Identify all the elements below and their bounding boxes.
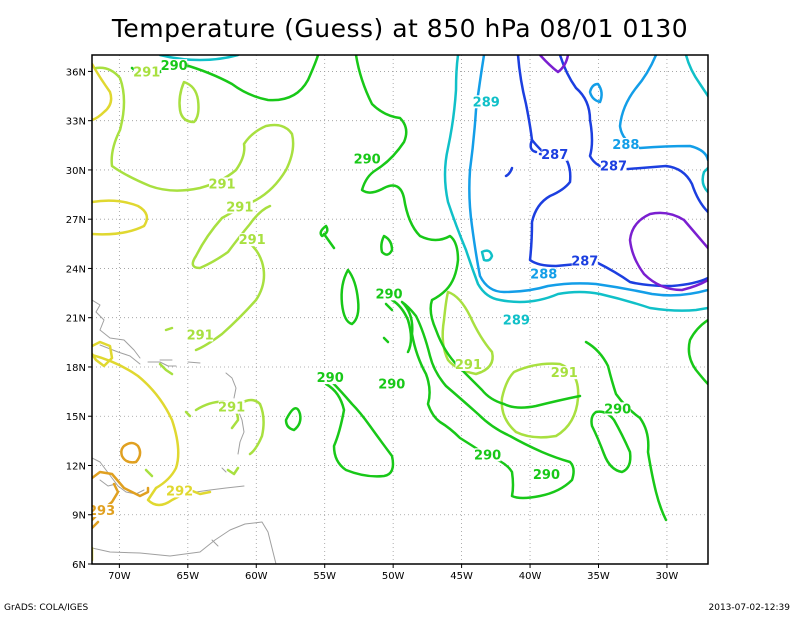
contour-label: 290 — [161, 59, 188, 74]
contour-label: 290 — [317, 371, 344, 386]
contour-label-bg — [161, 59, 188, 73]
contour-label: 291 — [208, 177, 235, 192]
contour-label: 290 — [375, 287, 402, 302]
y-tick-label: 9N — [72, 511, 86, 522]
grid-lines — [92, 55, 708, 564]
contour-label: 289 — [503, 314, 530, 329]
y-tick-label: 21N — [66, 314, 86, 325]
contour-label-bg — [92, 504, 115, 518]
contour-label-bg — [133, 65, 160, 79]
contour-label: 291 — [133, 66, 160, 81]
contour-290 — [130, 55, 708, 522]
contour-label: 291 — [455, 358, 482, 373]
contour-label: 287 — [571, 255, 598, 270]
contour-label: 293 — [88, 504, 115, 519]
y-tick-label: 27N — [66, 215, 86, 226]
x-tick-label: 70W — [108, 571, 131, 582]
contour-label-bg — [473, 95, 500, 109]
contour-289 — [158, 55, 708, 312]
contour-label-bg — [530, 267, 557, 281]
contour-label-bg — [551, 366, 578, 380]
contour-label: 291 — [226, 200, 253, 215]
contour-label: 288 — [612, 138, 639, 153]
contour-label: 290 — [378, 378, 405, 393]
footer-timestamp: 2013-07-02-12:39 — [708, 603, 791, 613]
x-tick-label: 45W — [450, 571, 473, 582]
y-tick-label: 6N — [72, 560, 86, 571]
contour-label: 291 — [551, 366, 578, 381]
y-tick-label: 12N — [66, 461, 86, 472]
contour-label-bg — [474, 448, 501, 462]
y-tick-label: 36N — [66, 67, 86, 78]
x-tick-label: 40W — [519, 571, 542, 582]
x-tick-label: 60W — [245, 571, 268, 582]
contour-label: 287 — [600, 159, 627, 174]
contour-label: 291 — [187, 328, 214, 343]
contour-label-bg — [503, 313, 530, 327]
contour-label: 287 — [541, 148, 568, 163]
plot-background — [92, 55, 708, 564]
contour-label-bg — [218, 400, 245, 414]
x-tick-label: 50W — [382, 571, 405, 582]
y-tick-label: 24N — [66, 264, 86, 275]
footer-credit: GrADS: COLA/IGES — [4, 603, 89, 613]
contour-label-bg — [376, 287, 403, 301]
contour-286 — [538, 55, 708, 292]
contour-287 — [504, 55, 708, 288]
contour-label: 290 — [604, 402, 631, 417]
y-tick-label: 30N — [66, 166, 86, 177]
x-tick-label: 35W — [587, 571, 610, 582]
contour-label: 291 — [218, 401, 245, 416]
map-title: Temperature (Guess) at 850 hPa 08/01 013… — [111, 14, 689, 43]
contour-label: 288 — [530, 268, 557, 283]
contour-label-bg — [354, 152, 381, 166]
contour-label-bg — [378, 377, 405, 391]
contour-291 — [94, 66, 580, 478]
contour-label: 291 — [239, 233, 266, 248]
contour-label-bg — [187, 328, 214, 342]
y-tick-label: 18N — [66, 363, 86, 374]
contour-label: 290 — [354, 153, 381, 168]
contour-label-bg — [604, 402, 631, 416]
contour-label-bg — [541, 147, 568, 161]
contour-label-bg — [209, 177, 236, 191]
y-tick-label: 15N — [66, 412, 86, 423]
contour-label-bg — [612, 137, 639, 151]
contour-label-bg — [455, 357, 482, 371]
x-tick-label: 65W — [177, 571, 200, 582]
contour-label-bg — [239, 233, 266, 247]
contour-292 — [92, 62, 212, 562]
contour-label: 290 — [533, 468, 560, 483]
contour-label-bg — [600, 159, 627, 173]
axis-ticks: 70W 65W 60W 55W 50W 45W 40W 35W 30W 6N 9N 12N 15N 18N… — [66, 67, 679, 582]
x-tick-label: 55W — [313, 571, 336, 582]
contour-label-bg — [533, 467, 560, 481]
y-tick-label: 33N — [66, 117, 86, 128]
plot-frame — [91, 54, 709, 565]
contour-label-bg — [571, 254, 598, 268]
contour-label: 290 — [474, 448, 501, 463]
contour-label-bg — [226, 200, 253, 214]
x-tick-label: 30W — [656, 571, 679, 582]
contour-label-bg — [317, 371, 344, 385]
contour-label: 289 — [473, 95, 500, 110]
contour-label-bg — [166, 484, 193, 498]
contour-label: 292 — [166, 484, 193, 499]
